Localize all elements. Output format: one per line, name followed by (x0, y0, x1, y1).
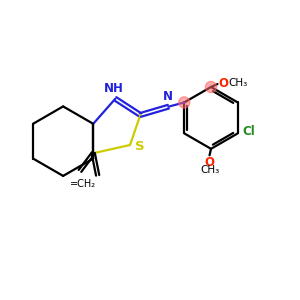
Text: =CH₂: =CH₂ (70, 179, 96, 189)
Text: CH₃: CH₃ (229, 78, 248, 88)
Text: N: N (163, 90, 173, 103)
Text: S: S (135, 140, 145, 153)
Text: CH₃: CH₃ (200, 165, 219, 175)
Circle shape (178, 97, 190, 108)
Text: NH: NH (104, 82, 124, 95)
Text: Cl: Cl (242, 125, 255, 138)
Text: O: O (205, 157, 214, 169)
Circle shape (206, 81, 217, 93)
Text: O: O (218, 77, 228, 90)
